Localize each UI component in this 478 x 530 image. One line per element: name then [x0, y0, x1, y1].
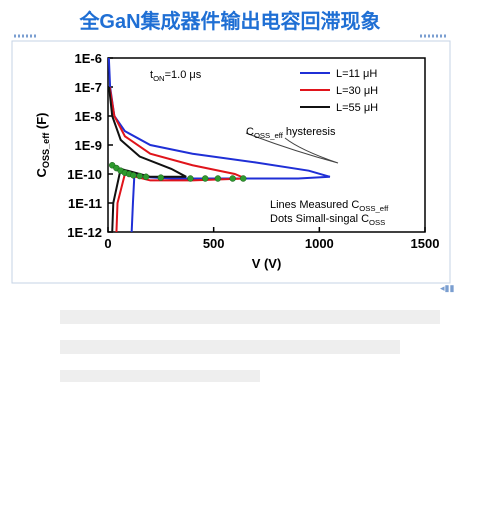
dot: [136, 172, 143, 180]
dot: [142, 173, 150, 181]
y-axis-label-main: C: [34, 168, 49, 178]
annotation-main: Dots Simall-singal C: [270, 213, 369, 225]
annotation-main: Lines Measured C: [270, 199, 359, 211]
annotation: COSS_eff hysteresis: [246, 126, 336, 140]
annotation-tail: =1.0 μs: [165, 69, 202, 81]
annotation: Dots Simall-singal COSS: [270, 213, 385, 227]
legend-label: L=30 μH: [336, 85, 378, 97]
y-tick-label: 1E-9: [75, 138, 102, 153]
annotation-main: t: [150, 69, 153, 81]
dot: [214, 175, 222, 182]
annotation-sub: OSS_eff: [359, 204, 389, 213]
y-tick-label: 1E-11: [68, 196, 102, 211]
y-tick-label: 1E-8: [75, 109, 102, 124]
y-axis-label-sub: OSS_eff: [41, 132, 51, 168]
hysteresis-arrow: [245, 132, 339, 164]
dot: [240, 175, 247, 182]
y-tick-label: 1E-6: [75, 51, 102, 66]
series-line: [108, 86, 246, 233]
dot: [187, 175, 194, 182]
series-line: [108, 86, 187, 233]
x-axis-label: V (V): [252, 256, 282, 271]
annotation-main: C: [246, 126, 254, 138]
x-tick-label: 1500: [411, 236, 440, 251]
y-axis-label: COSS_eff (F): [34, 113, 51, 178]
legend-label: L=55 μH: [336, 102, 378, 114]
annotation: Lines Measured COSS_eff: [270, 199, 389, 213]
y-tick-label: 1E-12: [67, 225, 102, 240]
legend-label: L=11 μH: [336, 68, 377, 80]
decor: ◂▮▮: [440, 283, 454, 293]
annotation: tON=1.0 μs: [150, 69, 202, 83]
dot: [130, 172, 137, 179]
faded-text: [60, 310, 440, 382]
annotation-tail: hysteresis: [283, 126, 336, 138]
frame: [11, 40, 451, 284]
x-tick-label: 500: [203, 236, 225, 251]
plot: 1E-6 1E-7 1E-8 1E-9 1E-10 1E-11 1E-120 500 1000 1…: [34, 51, 439, 271]
x-tick-label: 0: [104, 236, 111, 251]
dot: [201, 175, 209, 182]
dot: [229, 175, 236, 182]
annotation-sub: OSS: [369, 218, 385, 227]
annotation-sub: ON: [153, 74, 165, 83]
annotation-sub: OSS_eff: [254, 131, 284, 140]
title: 全GaN集成器件输出电容回滞现象: [78, 9, 380, 33]
x-tick-label: 1000: [305, 236, 334, 251]
y-tick-label: 1E-10: [67, 167, 102, 182]
dot: [157, 174, 165, 181]
y-axis-label-tail: (F): [34, 113, 49, 133]
y-tick-label: 1E-7: [75, 80, 102, 95]
